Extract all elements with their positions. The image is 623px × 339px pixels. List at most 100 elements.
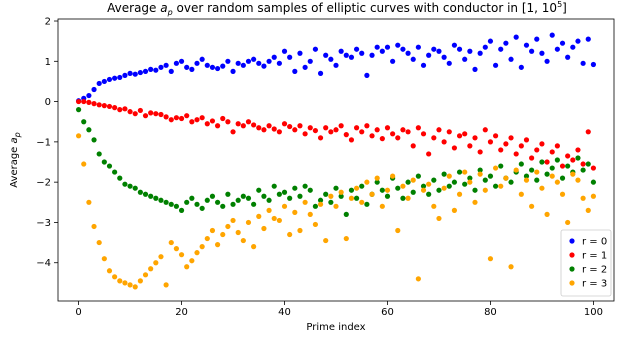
data-point-series-2 xyxy=(209,193,216,199)
data-point-series-2 xyxy=(256,187,262,193)
data-point-series-1 xyxy=(343,132,349,138)
data-point-series-0 xyxy=(565,54,571,60)
data-point-series-3 xyxy=(178,252,185,258)
data-point-series-2 xyxy=(400,195,406,201)
data-point-series-2 xyxy=(492,183,499,189)
data-point-series-1 xyxy=(297,123,303,129)
y-tick-label: −4 xyxy=(36,258,51,269)
data-point-series-3 xyxy=(338,189,344,195)
legend-marker xyxy=(569,238,575,244)
data-point-series-0 xyxy=(91,86,97,93)
data-point-series-1 xyxy=(132,111,138,117)
data-point-series-1 xyxy=(503,141,509,147)
data-point-series-2 xyxy=(323,191,329,197)
data-point-series-1 xyxy=(292,127,298,133)
data-point-series-1 xyxy=(513,151,519,157)
data-point-series-0 xyxy=(86,92,92,99)
data-point-series-0 xyxy=(369,52,375,58)
data-point-series-0 xyxy=(117,74,123,81)
data-point-series-0 xyxy=(204,62,210,68)
data-point-series-1 xyxy=(158,111,164,118)
data-point-series-3 xyxy=(240,237,246,244)
data-point-series-2 xyxy=(559,175,566,181)
y-tick-label: −2 xyxy=(36,178,51,189)
data-point-series-2 xyxy=(194,201,200,207)
data-point-series-0 xyxy=(302,64,308,70)
data-point-series-0 xyxy=(184,64,190,70)
data-point-series-0 xyxy=(503,40,509,46)
data-point-series-2 xyxy=(590,179,597,185)
data-point-series-3 xyxy=(106,268,113,274)
x-axis: 0 20 40 60 80 100 xyxy=(75,301,603,318)
data-point-series-0 xyxy=(153,67,159,73)
data-point-series-0 xyxy=(163,62,169,68)
data-point-series-1 xyxy=(184,113,190,119)
data-point-series-2 xyxy=(251,201,257,207)
data-point-series-2 xyxy=(117,175,123,181)
data-point-series-2 xyxy=(343,211,349,217)
data-point-series-1 xyxy=(539,141,545,147)
data-point-series-3 xyxy=(426,181,432,187)
data-point-series-1 xyxy=(317,135,324,141)
data-point-series-3 xyxy=(127,282,133,288)
data-point-series-0 xyxy=(307,58,313,64)
data-point-series-1 xyxy=(529,155,535,161)
data-point-series-2 xyxy=(359,183,365,189)
data-point-series-1 xyxy=(189,119,195,125)
data-point-series-3 xyxy=(570,171,576,177)
data-point-series-0 xyxy=(127,70,133,76)
data-point-series-2 xyxy=(529,167,535,173)
data-point-series-0 xyxy=(400,46,406,52)
data-point-series-2 xyxy=(266,197,272,203)
data-point-series-3 xyxy=(534,169,540,175)
data-point-series-3 xyxy=(204,235,210,242)
data-point-series-2 xyxy=(472,187,478,193)
x-axis-label: Prime index xyxy=(306,322,365,333)
data-point-series-0 xyxy=(142,68,149,74)
data-point-series-2 xyxy=(585,161,591,167)
data-point-series-3 xyxy=(379,203,385,209)
data-point-series-2 xyxy=(436,187,442,193)
data-point-series-2 xyxy=(415,173,421,179)
data-point-series-3 xyxy=(364,179,370,185)
data-point-series-2 xyxy=(122,181,128,187)
data-point-series-3 xyxy=(498,183,504,189)
data-point-series-0 xyxy=(122,72,128,78)
data-point-series-3 xyxy=(101,256,107,262)
data-point-series-0 xyxy=(225,58,231,64)
data-point-series-1 xyxy=(287,123,293,130)
data-point-series-3 xyxy=(384,187,391,193)
data-point-series-3 xyxy=(395,227,401,234)
data-point-series-2 xyxy=(184,199,190,205)
data-point-series-0 xyxy=(317,70,324,76)
data-point-series-2 xyxy=(168,201,174,207)
data-point-series-1 xyxy=(353,125,360,131)
data-point-series-3 xyxy=(163,282,169,288)
data-point-series-2 xyxy=(225,191,231,197)
data-point-series-3 xyxy=(75,133,82,139)
data-point-series-2 xyxy=(328,199,334,205)
data-point-series-1 xyxy=(96,102,102,108)
data-point-series-1 xyxy=(364,123,370,129)
data-point-series-0 xyxy=(431,46,437,52)
data-point-series-1 xyxy=(112,105,118,111)
data-point-series-1 xyxy=(323,125,329,131)
data-point-series-1 xyxy=(451,145,458,151)
data-point-series-1 xyxy=(446,129,452,135)
data-point-series-1 xyxy=(220,115,226,122)
data-point-series-3 xyxy=(245,219,252,226)
data-point-series-0 xyxy=(395,42,401,48)
x-tick-label: 20 xyxy=(175,307,188,318)
data-point-series-2 xyxy=(297,193,303,199)
data-point-series-2 xyxy=(178,207,185,213)
data-point-series-0 xyxy=(245,58,252,64)
data-point-series-1 xyxy=(245,119,252,125)
data-point-series-1 xyxy=(225,119,231,125)
data-point-series-2 xyxy=(446,183,452,189)
data-point-series-2 xyxy=(477,167,483,173)
data-point-series-3 xyxy=(112,274,118,280)
data-point-series-3 xyxy=(168,239,174,246)
data-point-series-2 xyxy=(410,189,416,195)
data-point-series-1 xyxy=(348,137,355,143)
data-point-series-3 xyxy=(441,185,447,191)
